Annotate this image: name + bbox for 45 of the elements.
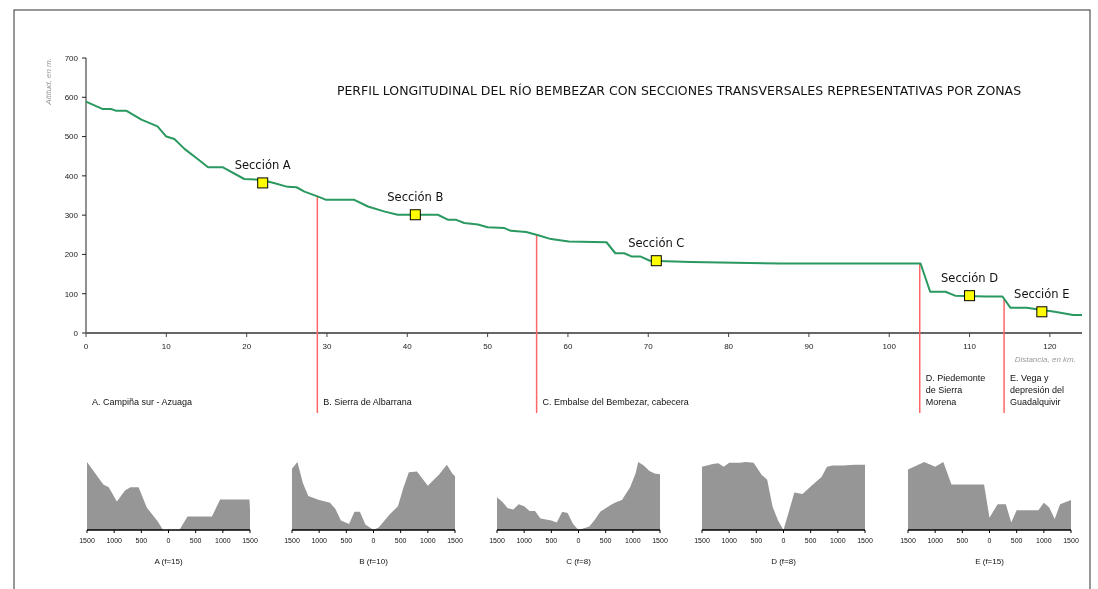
y-tick-label: 200: [64, 250, 79, 260]
text: PERFIL LONGITUDINAL DEL RÍO BEMBEZAR CON SECCIONES TRANSVERSALES REPRESENTATIVAS POR ZONAS: [336, 83, 1022, 98]
x-tick-label: 0: [83, 342, 89, 351]
x-tick-label: 90: [804, 342, 814, 351]
x-axis-title: E (f=15): [975, 557, 1005, 566]
y-tick-label: 500: [64, 132, 79, 142]
x-axis-title: Distancia, en km.: [1014, 355, 1076, 364]
x-tick-label: 110: [963, 342, 977, 351]
x-axis-title: A (f=15): [154, 557, 183, 566]
x-tick-label: 30: [322, 342, 332, 351]
line-series: [85, 100, 1083, 316]
annotation: Sección E: [1014, 286, 1070, 301]
point: [650, 255, 662, 267]
point: [1036, 306, 1048, 318]
y-tick-label: 600: [64, 93, 79, 103]
x-tick-label: 50: [483, 342, 493, 351]
x-tick-label: 10: [161, 342, 172, 351]
y-tick-label: 0: [73, 328, 79, 338]
x-tick-label: 20: [242, 342, 252, 351]
x-tick-label: 60: [563, 342, 573, 351]
annotation: Sección B: [387, 189, 444, 204]
text: A. Campiña sur - Azuaga: [92, 397, 193, 407]
annotation: Sección D: [941, 270, 999, 285]
y-tick-label: 100: [64, 289, 79, 299]
ref-line-label: B. Sierra de Albarrana: [323, 397, 412, 407]
point: [964, 290, 976, 302]
x-tick-label: 70: [643, 342, 654, 351]
y-tick-label: 300: [64, 210, 79, 220]
ref-line-label: C. Embalse del Bembezar, cabecera: [542, 397, 689, 407]
x-tick-label: 80: [724, 342, 734, 351]
ref-line-label: E. Vega y depresión del Guadalquivir: [1010, 373, 1065, 407]
x-axis-title: B (f=10): [359, 557, 389, 566]
point: [409, 209, 421, 221]
annotation: Sección C: [628, 235, 685, 250]
x-tick-label: 40: [402, 342, 413, 351]
point: [257, 177, 269, 189]
x-tick-label: 100: [882, 342, 897, 351]
x-axis-title: C (f=8): [566, 557, 592, 566]
annotation: Sección A: [234, 157, 291, 172]
y-tick-label: 400: [64, 171, 79, 181]
y-tick-label: 700: [64, 53, 79, 63]
x-tick-label: 120: [1043, 342, 1058, 351]
x-axis-title: D (f=8): [771, 557, 797, 566]
y-axis-title: Altitud, en m.: [44, 58, 53, 106]
ref-line-label: D. Piedemonte de Sierra Morena: [925, 373, 986, 407]
